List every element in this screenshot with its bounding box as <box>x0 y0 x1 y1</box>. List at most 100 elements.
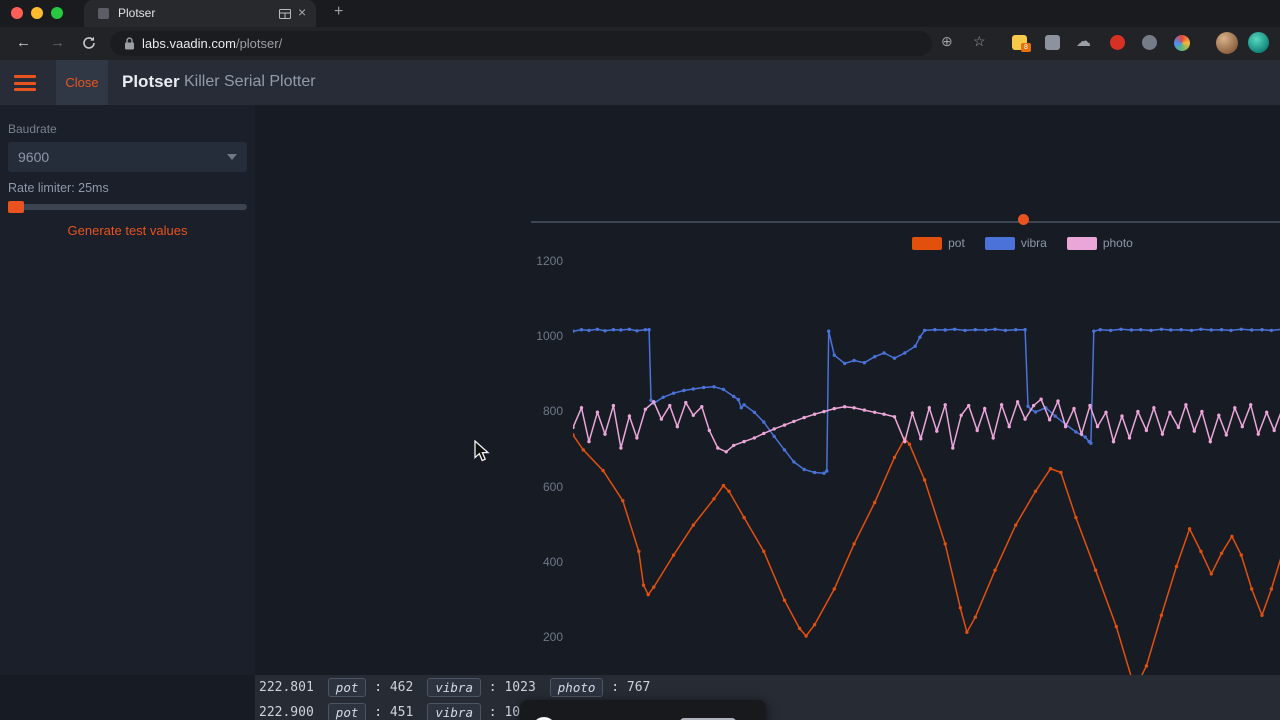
generate-test-values-button[interactable]: Generate test values <box>67 223 188 238</box>
series-marker-pot <box>652 585 656 589</box>
status-field-value: : 451 <box>366 705 414 720</box>
window-close-button[interactable] <box>11 7 23 19</box>
series-marker-photo <box>716 446 720 450</box>
series-marker-photo <box>1056 399 1060 403</box>
baudrate-select[interactable]: 9600 <box>8 142 247 172</box>
new-tab-button[interactable]: + <box>334 3 344 20</box>
series-marker-photo <box>1249 403 1253 407</box>
status-bar: 222.801 pot : 462 vibra : 1023 photo : 767 2… <box>255 675 1280 720</box>
series-marker-photo <box>1047 418 1052 422</box>
time-slider-handle[interactable] <box>1018 214 1029 225</box>
status-field-label: pot <box>327 678 367 697</box>
extension-icon-colorwheel[interactable] <box>1174 35 1190 51</box>
menu-hamburger-icon[interactable] <box>14 75 36 91</box>
series-marker-photo <box>919 436 923 441</box>
status-field-value: : 767 <box>603 680 651 695</box>
series-marker-pot <box>1059 470 1063 475</box>
series-marker-photo <box>579 406 584 410</box>
series-marker-photo <box>1233 406 1237 410</box>
legend-item-photo[interactable]: photo <box>1066 236 1133 250</box>
y-axis-tick-label: 200 <box>542 629 563 644</box>
browser-tab[interactable]: Plotser × <box>84 0 316 27</box>
series-marker-vibra <box>587 328 591 333</box>
series-marker-photo <box>1088 403 1092 408</box>
status-field-label: pot <box>327 703 367 720</box>
url-path: /plotser/ <box>235 36 283 51</box>
bookmark-star-icon[interactable]: ☆ <box>973 33 986 49</box>
extension-icon-privacy[interactable] <box>1045 35 1060 50</box>
series-marker-photo <box>1120 414 1124 418</box>
series-marker-pot <box>1033 489 1038 493</box>
y-axis-tick-label: 400 <box>542 554 563 569</box>
extension-icon-person[interactable] <box>1142 35 1157 50</box>
tab-title: Plotser <box>118 6 156 20</box>
app-title: Plotser <box>122 72 180 91</box>
series-marker-photo <box>1184 403 1188 407</box>
series-marker-photo <box>675 424 679 429</box>
zoom-icon[interactable]: ⊕ <box>941 33 953 49</box>
window-zoom-button[interactable] <box>51 7 63 19</box>
time-slider-track[interactable] <box>531 221 1280 223</box>
status-rows: 222.801 pot : 462 vibra : 1023 photo : 767 2… <box>255 675 1280 720</box>
address-bar[interactable]: labs.vaadin.com/plotser/ <box>110 31 932 56</box>
series-marker-vibra <box>1119 327 1123 331</box>
series-marker-pot <box>1144 664 1149 668</box>
series-marker-photo <box>611 403 616 408</box>
rate-limiter-slider-handle[interactable] <box>8 201 24 213</box>
series-marker-vibra <box>1139 328 1143 332</box>
series-marker-pot <box>832 587 836 591</box>
series-marker-vibra <box>1260 328 1264 332</box>
legend-item-pot[interactable]: pot <box>912 236 965 250</box>
plot-canvas[interactable] <box>573 262 1280 713</box>
series-marker-pot <box>1114 624 1118 629</box>
series-marker-pot <box>641 583 646 587</box>
status-field-value: : 1023 <box>480 680 536 695</box>
tab-close-icon[interactable]: × <box>298 4 307 20</box>
window-minimize-button[interactable] <box>31 7 43 19</box>
series-marker-photo <box>1111 439 1116 444</box>
series-marker-photo <box>1217 413 1221 417</box>
series-marker-photo <box>1144 428 1149 433</box>
series-marker-photo <box>822 409 826 414</box>
profile-avatar[interactable] <box>1216 32 1238 54</box>
extension-icon-red[interactable] <box>1110 35 1125 50</box>
series-marker-photo <box>1031 403 1036 408</box>
series-marker-pot <box>1239 553 1243 557</box>
status-field-value: : 462 <box>366 680 414 695</box>
forward-icon[interactable]: → <box>50 34 65 51</box>
legend-label: pot <box>948 236 965 250</box>
series-marker-photo <box>882 412 886 416</box>
reload-icon[interactable] <box>82 36 96 55</box>
series-marker-pot <box>601 468 605 473</box>
lock-icon <box>124 37 135 55</box>
install-button[interactable]: Install <box>680 718 736 720</box>
series-marker-pot <box>993 568 997 572</box>
series-marker-vibra <box>1083 435 1087 439</box>
series-marker-pot <box>907 442 912 446</box>
series-marker-vibra <box>903 351 907 355</box>
series-marker-pot <box>943 542 947 546</box>
series-marker-vibra <box>1199 327 1203 331</box>
cloud-icon[interactable]: ☁ <box>1076 33 1091 50</box>
rate-limiter-slider-track[interactable] <box>8 204 247 210</box>
series-marker-photo <box>643 407 648 411</box>
series-marker-photo <box>619 446 623 450</box>
legend-item-vibra[interactable]: vibra <box>984 236 1047 250</box>
close-button[interactable]: Close <box>56 60 108 105</box>
series-marker-vibra <box>579 328 584 332</box>
legend-label: vibra <box>1020 236 1047 250</box>
series-marker-vibra <box>1098 328 1102 332</box>
series-marker-vibra <box>671 391 676 395</box>
series-marker-vibra <box>802 467 806 472</box>
series-marker-vibra <box>611 328 616 332</box>
account-orb-icon[interactable] <box>1248 32 1269 53</box>
series-marker-photo <box>742 439 746 444</box>
series-marker-vibra <box>649 398 653 402</box>
back-icon[interactable]: ← <box>16 34 31 51</box>
series-marker-photo <box>1240 424 1244 429</box>
series-marker-vibra <box>892 356 897 360</box>
series-marker-photo <box>967 403 971 408</box>
app-header: Close Plotser Killer Serial Plotter <box>0 60 1280 105</box>
